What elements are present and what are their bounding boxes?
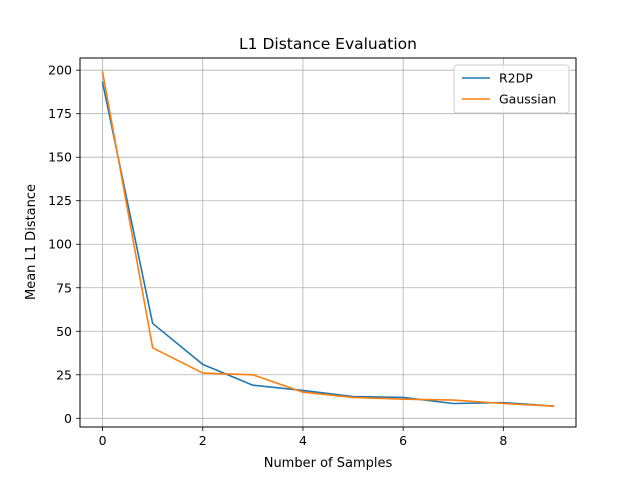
y-axis-title: Mean L1 Distance bbox=[24, 184, 39, 300]
x-tick-label: 6 bbox=[399, 433, 407, 448]
x-axis-title: Number of Samples bbox=[264, 456, 393, 471]
y-tick-label: 200 bbox=[48, 63, 72, 78]
chart-title: L1 Distance Evaluation bbox=[239, 35, 417, 53]
series-line-gaussian bbox=[101, 70, 555, 407]
y-tick-label: 25 bbox=[56, 367, 72, 382]
legend-box bbox=[453, 64, 570, 114]
y-tick-label: 100 bbox=[48, 237, 72, 252]
series-line-r2dp bbox=[101, 81, 555, 407]
y-tick-label: 125 bbox=[48, 193, 72, 208]
plot-frame bbox=[79, 57, 577, 428]
series-lines bbox=[101, 70, 555, 407]
y-tick-label: 75 bbox=[56, 280, 72, 295]
legend-label-r2dp: R2DP bbox=[499, 71, 533, 86]
legend: R2DP Gaussian bbox=[453, 64, 570, 114]
x-tick-label: 8 bbox=[499, 433, 507, 448]
y-tick-label: 175 bbox=[48, 106, 72, 121]
x-tick-label: 0 bbox=[99, 433, 107, 448]
axis-ticks: 0 2 4 6 8 0 25 50 75 100 125 150 175 200 bbox=[48, 63, 507, 448]
y-tick-label: 50 bbox=[56, 324, 72, 339]
x-tick-label: 4 bbox=[299, 433, 307, 448]
x-tick-label: 2 bbox=[199, 433, 207, 448]
y-tick-label: 150 bbox=[48, 150, 72, 165]
y-tick-label: 0 bbox=[64, 411, 72, 426]
legend-label-gaussian: Gaussian bbox=[499, 92, 556, 107]
